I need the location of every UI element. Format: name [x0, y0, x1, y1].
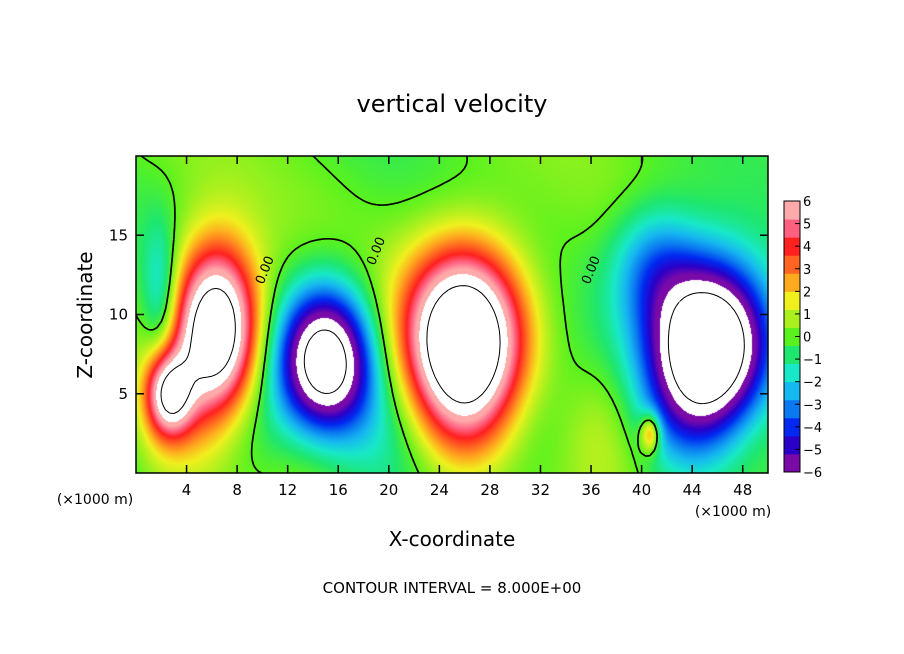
plot-area: [136, 156, 768, 473]
contour-positive: [160, 285, 501, 414]
contour-lines: [136, 156, 745, 473]
chart-title: vertical velocity: [357, 90, 548, 118]
colorbar-swatch: [784, 273, 800, 292]
colorbar-swatch: [784, 237, 800, 256]
x-axis-label: X-coordinate: [389, 527, 516, 551]
colorbar-tick-label: 0: [803, 331, 811, 346]
colorbar-tick-label: 3: [803, 263, 811, 278]
colorbar-swatch: [784, 219, 800, 238]
y-tick-label: 15: [109, 226, 128, 244]
colorbar-tick-label: 2: [803, 285, 811, 300]
colorbar-tick-label: −3: [803, 398, 822, 413]
colorbar-swatch: [784, 399, 800, 419]
colorbar-tick-label: 6: [803, 195, 811, 210]
x-tick-label: 16: [329, 481, 348, 499]
colorbar-tick-label: 1: [803, 308, 811, 323]
colorbar-swatch: [784, 255, 800, 274]
colorbar-swatch: [784, 381, 800, 401]
colorbar-swatch: [784, 201, 800, 220]
x-tick-label: 8: [232, 481, 242, 499]
colorbar-tick-label: −2: [803, 376, 822, 391]
colorbar-swatch: [784, 417, 800, 437]
colorbar-tick-label: −4: [803, 421, 822, 436]
colorbar-tick-label: −6: [803, 466, 822, 481]
x-tick-label: 20: [379, 481, 398, 499]
x-tick-label: 4: [182, 481, 192, 499]
x-tick-label: 48: [733, 481, 752, 499]
x-tick-label: 32: [531, 481, 550, 499]
colorbar: 6 5 4 3 2 1 0 −1 −2 −3 −4 −5 −6: [783, 195, 822, 481]
colorbar-swatch: [784, 291, 800, 310]
colorbar-swatch: [784, 435, 800, 455]
colorbar-tick-label: −1: [803, 353, 822, 368]
x-tick-label: 12: [278, 481, 297, 499]
x-tick-label: 36: [581, 481, 600, 499]
x-unit-left: (×1000 m): [57, 492, 133, 508]
x-tick-label: 44: [683, 481, 702, 499]
x-tick-label: 40: [632, 481, 651, 499]
velocity-field: [136, 156, 768, 473]
colorbar-swatch: [784, 327, 800, 347]
x-unit-right: (×1000 m): [695, 504, 771, 520]
colorbar-swatch: [784, 309, 800, 328]
x-tick-label: 28: [480, 481, 499, 499]
colorbar-tick-label: 4: [803, 240, 811, 255]
colorbar-swatch: [784, 453, 800, 473]
contour-negative: [303, 292, 745, 405]
x-axis: 4 8 12 16 20 24 28 32 36 40 44 48: [182, 156, 752, 499]
colorbar-swatch: [784, 363, 800, 383]
y-axis-label: Z-coordinate: [73, 251, 97, 378]
contour-zero: [136, 156, 658, 473]
x-tick-label: 24: [430, 481, 449, 499]
contour-interval-note: CONTOUR INTERVAL = 8.000E+00: [323, 579, 582, 597]
colorbar-tick-label: 5: [803, 218, 811, 233]
colorbar-swatch: [784, 345, 800, 365]
y-tick-label: 10: [109, 306, 128, 324]
y-tick-label: 5: [118, 385, 128, 403]
y-axis: 5 10 15: [109, 226, 768, 403]
colorbar-tick-label: −5: [803, 443, 822, 458]
